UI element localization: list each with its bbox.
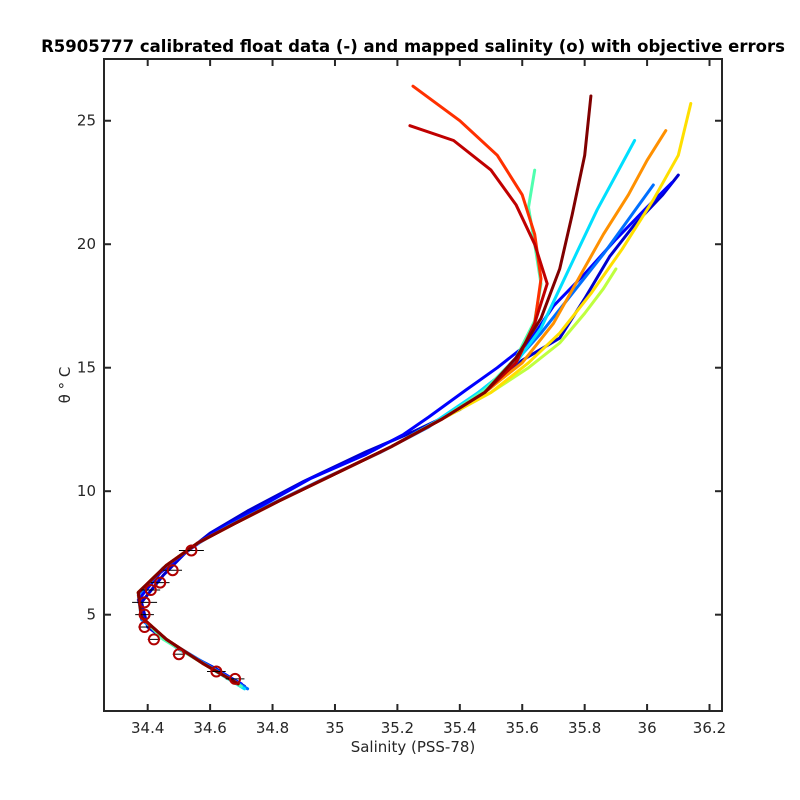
mapped-salinity-marker-5 <box>138 621 151 634</box>
mapped-salinity-layer <box>132 544 245 685</box>
tick-layer: 34.4 34.6 34.8 35 35.2 35.4 35.6 35.8 36 36.2 5 10 1… <box>77 59 726 737</box>
mapped-salinity-marker-3 <box>172 648 185 661</box>
y-tick-label-4: 20 <box>77 235 96 253</box>
x-tick-label-6: 35.4 <box>443 719 476 737</box>
mapped-salinity-marker-10 <box>166 564 179 577</box>
mapped-salinity-marker-8 <box>144 583 157 596</box>
mapped-salinity-marker-9 <box>154 576 167 589</box>
mapped-salinity-marker-4 <box>147 633 160 646</box>
series-line-11 <box>136 94 593 686</box>
mapped-salinity-marker-2 <box>210 665 223 678</box>
x-tick-label-7: 35.6 <box>506 719 539 737</box>
x-tick-label-5: 35.2 <box>381 719 414 737</box>
mapped-salinity-marker-11 <box>185 544 198 557</box>
mapped-salinity-marker-6 <box>138 608 151 621</box>
chart-title: R5905777 calibrated float data (-) and m… <box>41 37 785 56</box>
plot-frame <box>103 58 723 712</box>
x-axis-label: Salinity (PSS-78) <box>351 738 476 756</box>
x-tick-label-2: 34.6 <box>193 719 226 737</box>
y-tick-label-2: 10 <box>77 482 96 500</box>
mapped-salinity-marker-1 <box>229 672 242 685</box>
x-tick-label-10: 36.2 <box>693 719 726 737</box>
x-tick-label-4: 35 <box>325 719 344 737</box>
x-tick-label-8: 35.8 <box>568 719 601 737</box>
x-tick-label-9: 36 <box>638 719 657 737</box>
y-tick-label-3: 15 <box>77 359 96 377</box>
y-tick-label-5: 25 <box>77 112 96 130</box>
x-tick-label-1: 34.4 <box>131 719 164 737</box>
y-axis-label: θ ° C <box>56 367 74 404</box>
x-tick-label-3: 34.8 <box>256 719 289 737</box>
mapped-salinity-marker-7 <box>138 596 151 609</box>
y-tick-label-1: 5 <box>86 606 96 624</box>
